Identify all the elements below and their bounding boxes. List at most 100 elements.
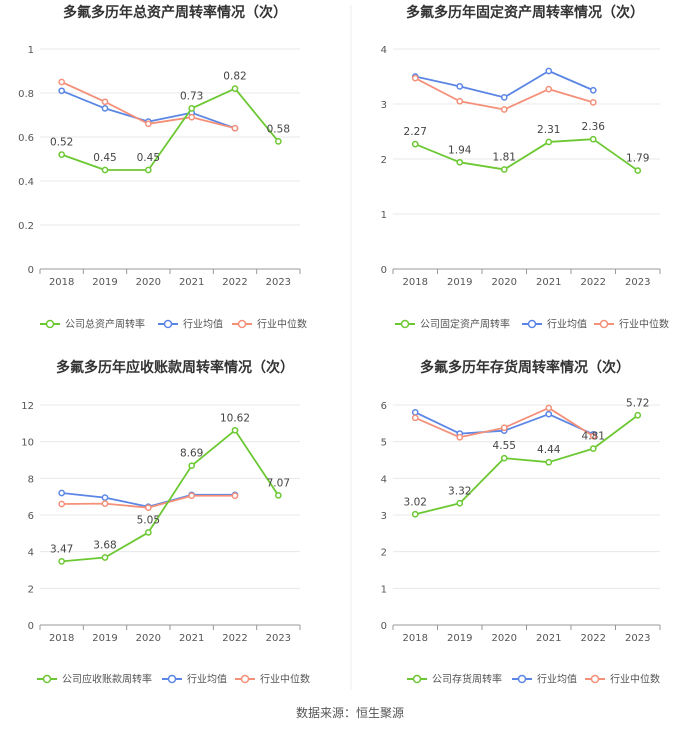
x-tick-label: 2020 — [136, 633, 161, 644]
x-tick-label: 2018 — [49, 633, 74, 644]
data-point-company — [411, 510, 419, 518]
y-tick-label: 0 — [381, 621, 387, 632]
legend-label: 行业均值 — [547, 318, 587, 331]
x-tick-label: 2019 — [92, 277, 117, 288]
data-point-company — [188, 462, 196, 470]
data-point-median — [188, 492, 196, 500]
legend-item-company: 公司存货周转率 — [407, 673, 502, 686]
chart-panel-4: 多氟多历年存货周转率情况（次） 0 1 2 3 4 5 6 2018 2019 2020 2021 20… — [381, 359, 661, 686]
data-point-company — [589, 135, 597, 143]
data-point-company — [144, 166, 152, 174]
data-point-median — [500, 106, 508, 113]
chart-title: 多氟多历年存货周转率情况（次） — [420, 359, 630, 376]
data-label: 2.36 — [582, 121, 606, 133]
chart-panel-1: 多氟多历年总资产周转率情况（次） 0 0.2 0.4 0.6 0.8 1 2018 2019 20… — [18, 4, 307, 331]
data-point-median — [545, 85, 553, 93]
y-tick-label: 3 — [381, 511, 387, 522]
data-label: 0.73 — [180, 90, 203, 102]
x-tick-label: 2019 — [447, 277, 472, 288]
data-point-company — [545, 138, 553, 146]
data-point-median — [456, 97, 464, 105]
data-label: 2.31 — [537, 124, 560, 136]
y-tick-label: 4 — [381, 45, 387, 56]
legend-marker — [237, 319, 247, 329]
data-point-company — [589, 445, 597, 452]
legend-marker — [412, 674, 422, 684]
data-point-median — [188, 113, 196, 121]
x-tick-label: 2018 — [403, 633, 428, 644]
y-tick-label: 0 — [28, 265, 34, 276]
data-label: 7.07 — [267, 477, 290, 489]
data-label: 3.02 — [404, 496, 427, 508]
data-label: 4.44 — [537, 444, 561, 456]
x-tick-label: 2022 — [222, 633, 247, 644]
y-tick-label: 2 — [381, 155, 387, 166]
y-tick-label: 12 — [21, 401, 34, 412]
chart-panel-3: 多氟多历年应收账款周转率情况（次） 0 2 4 6 8 10 12 2018 2019 2020 20… — [21, 359, 310, 686]
data-label: 4.81 — [582, 431, 605, 443]
series-line-company — [61, 429, 280, 563]
x-tick-label: 2022 — [581, 277, 606, 288]
legend-item-median: 行业中位数 — [232, 318, 307, 331]
legend-label: 行业中位数 — [610, 673, 660, 686]
data-point-median — [144, 120, 152, 128]
data-point-median — [589, 432, 597, 440]
series-line-company — [61, 87, 280, 171]
legend-item-company: 公司总资产周转率 — [40, 318, 145, 331]
data-label: 3.47 — [50, 543, 73, 555]
chart-title: 多氟多历年固定资产周转率情况（次） — [406, 4, 644, 21]
data-point-median — [500, 424, 508, 432]
data-label: 4.55 — [493, 440, 516, 452]
data-point-company — [634, 411, 642, 419]
data-point-median — [589, 99, 597, 106]
x-tick-label: 2018 — [403, 277, 428, 288]
legend-item-median: 行业中位数 — [585, 673, 660, 686]
data-label: 0.45 — [137, 152, 160, 164]
y-tick-label: 1 — [381, 210, 387, 221]
data-source-note: 数据来源：恒生聚源 — [295, 706, 404, 720]
legend-item-avg: 行业均值 — [522, 318, 587, 331]
x-tick-label: 2021 — [536, 633, 561, 644]
data-point-company — [144, 529, 152, 536]
legend-label: 公司应收账款周转率 — [62, 673, 152, 686]
data-point-avg — [500, 94, 508, 101]
data-label: 3.68 — [93, 540, 116, 552]
data-point-company — [231, 85, 239, 92]
legend-item-avg: 行业均值 — [512, 673, 577, 686]
legend-marker — [590, 674, 600, 684]
legend-label: 行业中位数 — [257, 318, 307, 331]
x-tick-label: 2021 — [179, 277, 204, 288]
legend-item-median: 行业中位数 — [235, 673, 310, 686]
y-tick-label: 0 — [28, 621, 34, 632]
legend-item-avg: 行业均值 — [162, 673, 227, 686]
y-tick-label: 6 — [28, 511, 34, 522]
data-label: 1.94 — [448, 144, 472, 156]
x-tick-label: 2020 — [136, 277, 161, 288]
y-tick-label: 0.4 — [18, 177, 34, 188]
y-tick-label: 2 — [28, 584, 34, 595]
data-point-avg — [545, 67, 553, 75]
legend-label: 行业均值 — [183, 318, 223, 331]
x-tick-label: 2023 — [266, 277, 291, 288]
data-point-company — [274, 138, 282, 145]
x-tick-label: 2023 — [625, 633, 650, 644]
data-point-median — [231, 492, 239, 500]
legend-marker — [163, 319, 173, 329]
x-tick-label: 2020 — [492, 633, 517, 644]
data-point-company — [58, 558, 66, 565]
y-tick-label: 0.8 — [18, 89, 34, 100]
data-point-avg — [456, 83, 464, 90]
data-point-median — [58, 500, 66, 508]
data-point-company — [274, 492, 282, 499]
x-tick-label: 2019 — [92, 633, 117, 644]
y-tick-label: 5 — [381, 438, 387, 449]
series-line-company — [414, 138, 639, 172]
data-point-avg — [101, 494, 109, 501]
data-point-avg — [545, 410, 553, 418]
legend-label: 行业均值 — [537, 673, 577, 686]
y-tick-label: 1 — [381, 584, 387, 595]
chart-panel-2: 多氟多历年固定资产周转率情况（次） 0 1 2 3 4 2018 2019 2020 2021 20… — [381, 4, 669, 331]
data-point-company — [411, 140, 419, 148]
legend-label: 行业中位数 — [619, 318, 669, 331]
y-tick-label: 1 — [28, 45, 34, 56]
